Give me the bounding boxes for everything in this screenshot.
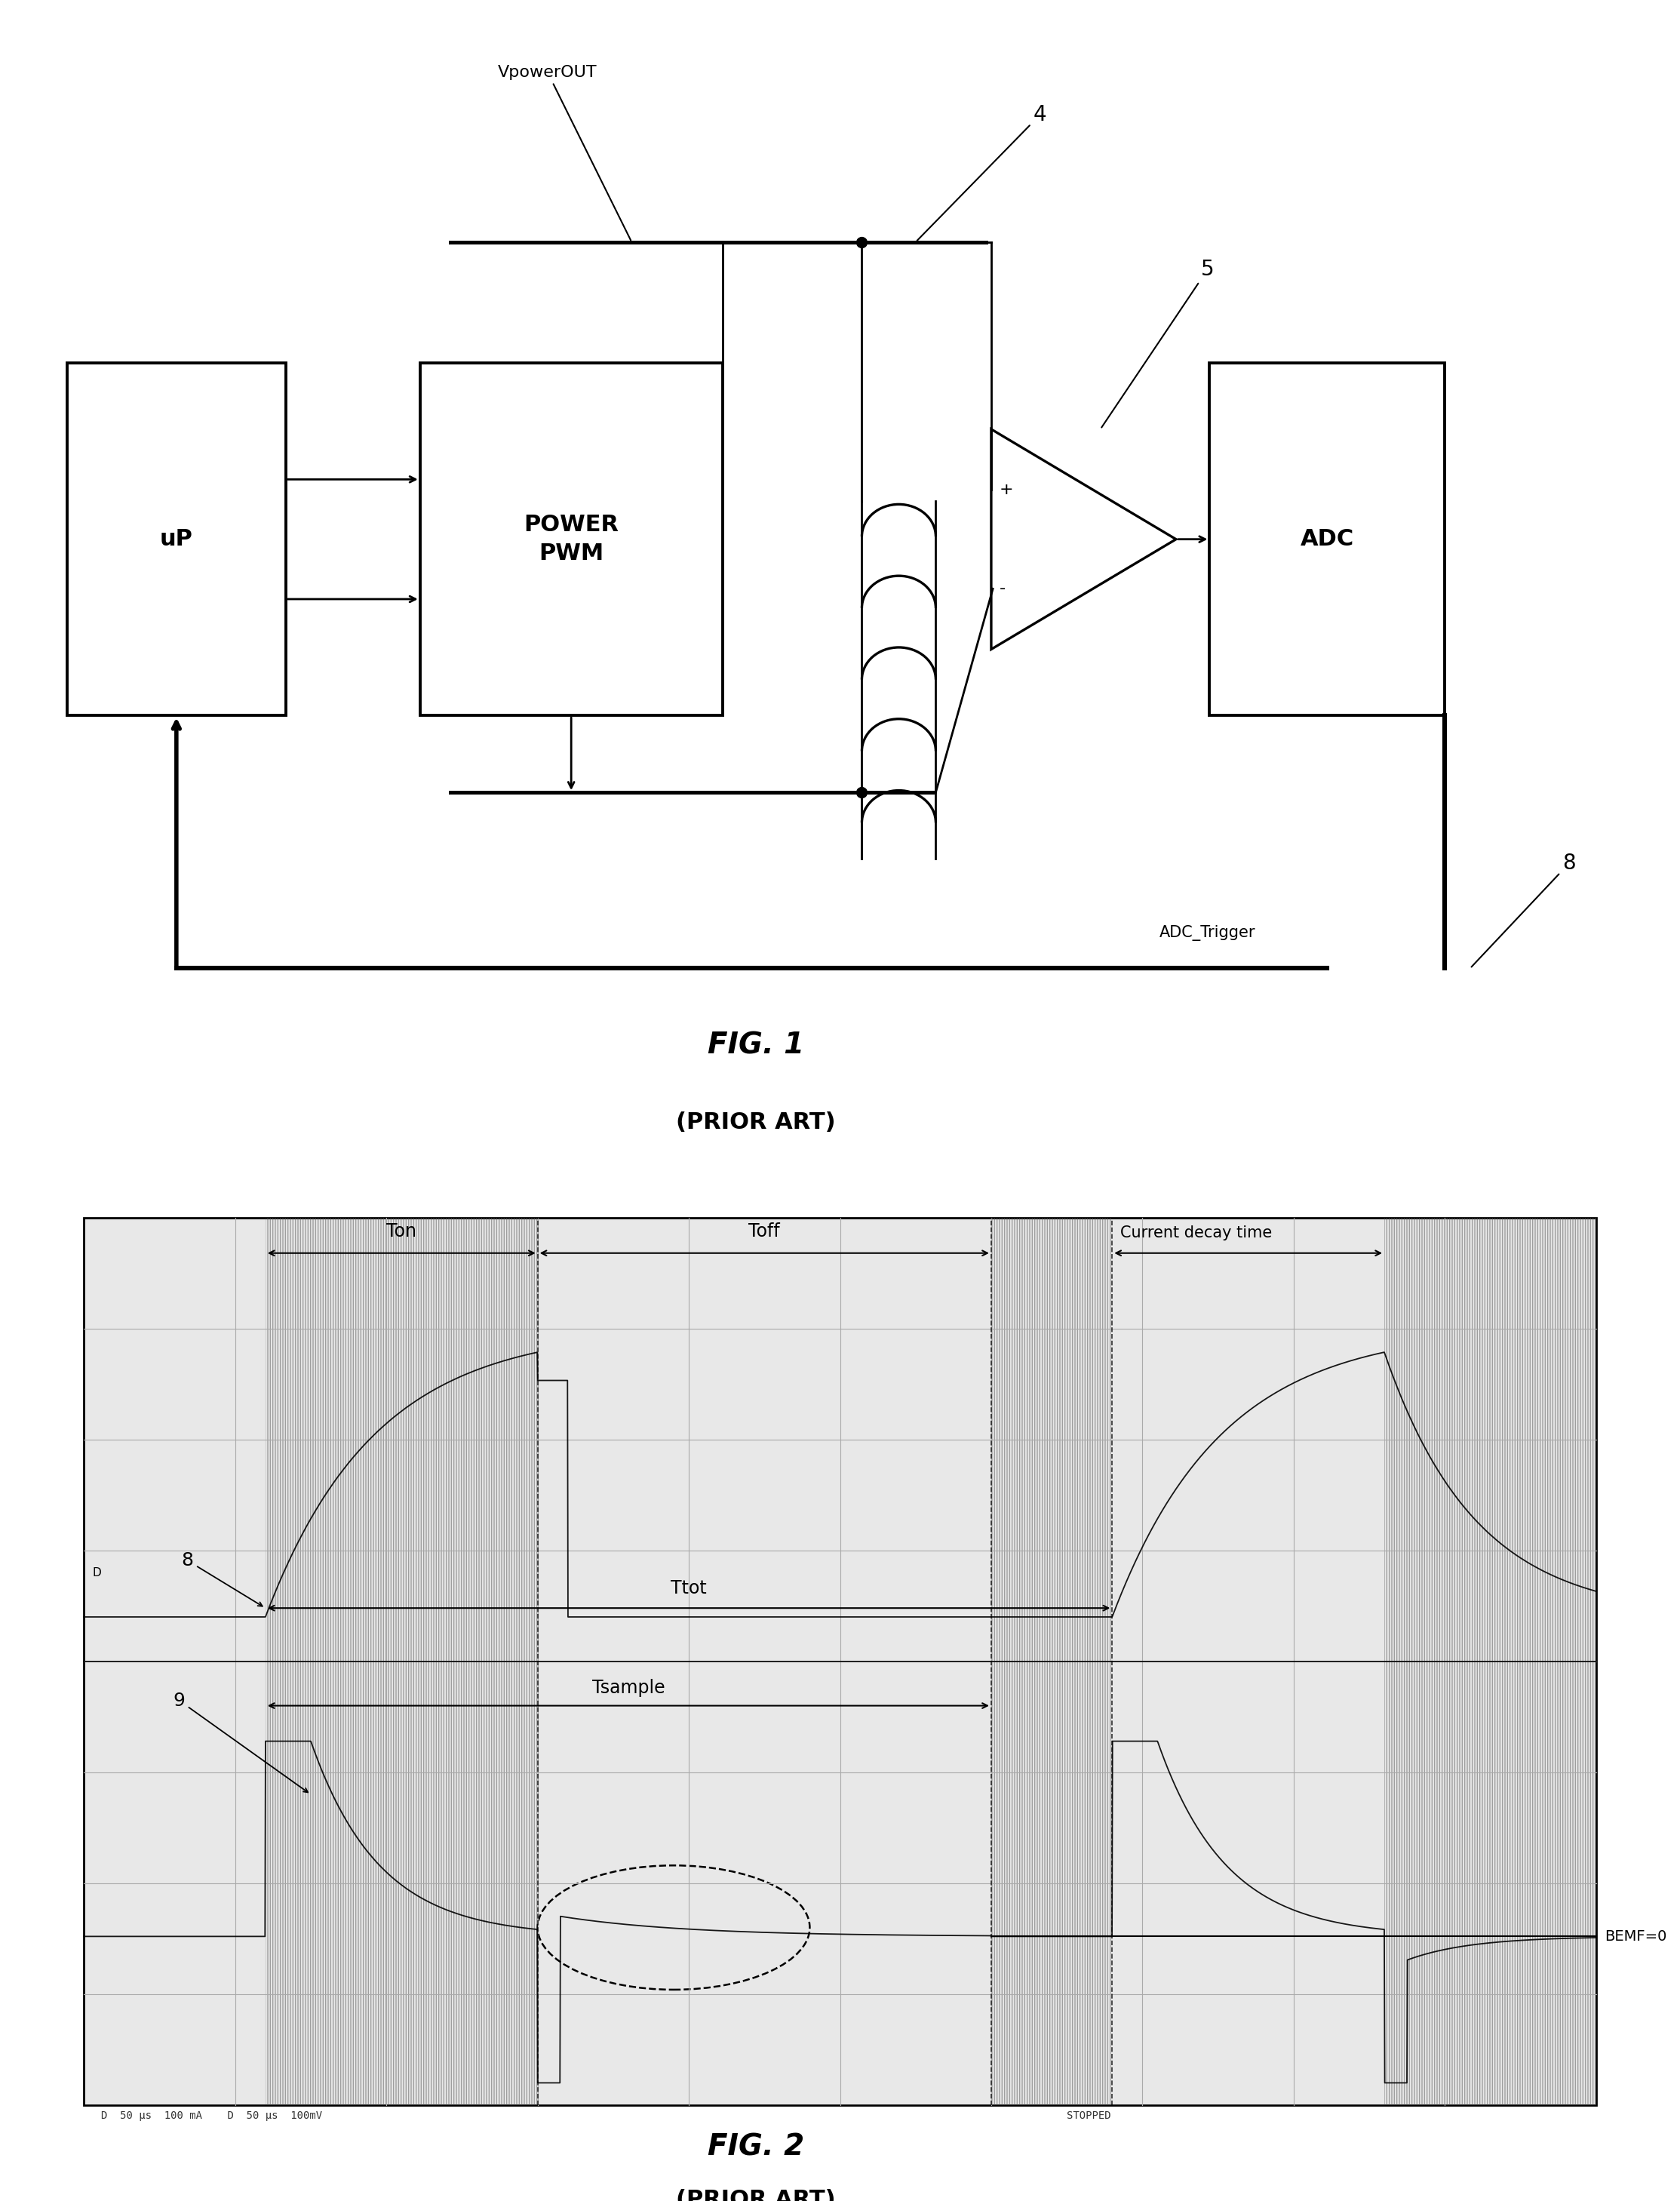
Text: 8: 8 — [181, 1552, 262, 1607]
Text: Ttot: Ttot — [670, 1580, 707, 1598]
Text: Ton: Ton — [386, 1222, 417, 1241]
Text: Current decay time: Current decay time — [1121, 1226, 1272, 1241]
Text: -: - — [1000, 581, 1006, 596]
Bar — [1210, 363, 1445, 715]
Text: D  50 µs  100 mA    D  50 µs  100mV: D 50 µs 100 mA D 50 µs 100mV — [101, 2111, 323, 2122]
Text: 9: 9 — [173, 1690, 307, 1792]
Text: 5: 5 — [1102, 258, 1215, 427]
Text: STOPPED: STOPPED — [1067, 2111, 1110, 2122]
Bar — [1384, 1217, 1596, 2104]
Text: (PRIOR ART): (PRIOR ART) — [675, 1112, 837, 1134]
Text: 8: 8 — [1472, 852, 1576, 966]
Text: (PRIOR ART): (PRIOR ART) — [675, 2190, 837, 2201]
Text: ADC: ADC — [1300, 528, 1354, 550]
Bar — [420, 363, 722, 715]
Text: POWER
PWM: POWER PWM — [524, 513, 618, 566]
Text: +: + — [1000, 482, 1013, 497]
Text: Toff: Toff — [749, 1222, 780, 1241]
Text: BEMF=0: BEMF=0 — [1604, 1930, 1667, 1943]
Text: FIG. 1: FIG. 1 — [707, 1030, 805, 1061]
Text: Tsample: Tsample — [591, 1679, 665, 1697]
Text: ADC_Trigger: ADC_Trigger — [1159, 924, 1255, 942]
Text: uP: uP — [160, 528, 193, 550]
Bar — [67, 363, 286, 715]
Bar — [991, 1217, 1112, 2104]
Bar — [265, 1217, 538, 2104]
Text: 4: 4 — [917, 103, 1047, 240]
Text: FIG. 2: FIG. 2 — [707, 2133, 805, 2161]
Text: VpowerOUT: VpowerOUT — [497, 66, 630, 240]
Bar — [84, 1217, 1596, 2104]
Text: D: D — [92, 1567, 101, 1578]
